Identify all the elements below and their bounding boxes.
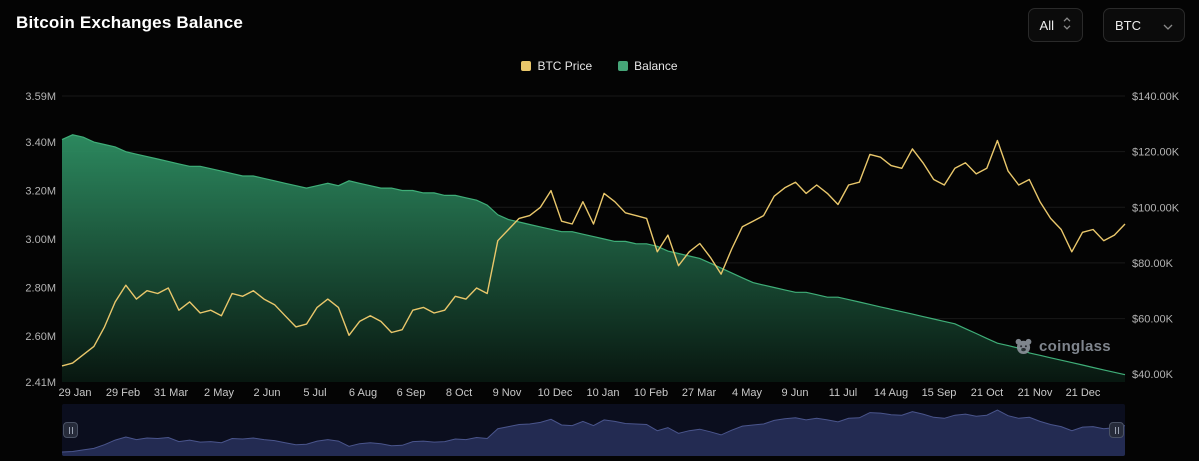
y-axis-label-left: 3.20M	[25, 186, 56, 198]
navigator-outline	[62, 409, 1125, 453]
range-select[interactable]: All	[1027, 8, 1083, 42]
coinglass-watermark-label: coinglass	[1039, 337, 1111, 355]
x-axis-label: 5 Jul	[303, 387, 326, 399]
x-axis-label: 2 May	[204, 387, 234, 399]
y-axis-label-left: 3.40M	[25, 137, 56, 149]
y-axis-label-right: $100.00K	[1132, 202, 1180, 214]
y-axis-label-left: 2.60M	[25, 331, 56, 343]
x-axis-label: 10 Feb	[634, 387, 668, 399]
page-title: Bitcoin Exchanges Balance	[16, 13, 244, 32]
range-navigator[interactable]	[62, 404, 1125, 456]
x-axis-label: 15 Sep	[922, 387, 957, 399]
y-axis-label-left: 2.41M	[25, 377, 56, 389]
chevron-down-icon	[1163, 18, 1173, 33]
x-axis-label: 27 Mar	[682, 387, 717, 399]
x-axis-label: 6 Sep	[397, 387, 426, 399]
balance-area	[62, 134, 1125, 382]
navigator-area	[62, 410, 1125, 456]
x-axis-label: 2 Jun	[254, 387, 281, 399]
x-axis-label: 6 Aug	[349, 387, 377, 399]
x-axis-label: 21 Nov	[1018, 387, 1053, 399]
y-axis-label-right: $120.00K	[1132, 147, 1180, 159]
y-axis-label-right: $140.00K	[1132, 91, 1180, 103]
chart-canvas: 3.59M 3.40M 3.20M 3.00M 2.80M 2.60M 2.41M $140.…	[25, 91, 1180, 399]
page-header: Bitcoin Exchanges Balance All BTC	[0, 0, 1199, 52]
range-select-value: All	[1039, 17, 1054, 33]
navigator-canvas	[62, 404, 1125, 456]
y-axis-label-right: $60.00K	[1132, 314, 1174, 326]
x-axis-label: 31 Mar	[154, 387, 189, 399]
balance-line	[61, 134, 1126, 376]
legend-item-balance[interactable]: Balance	[618, 59, 678, 73]
coinglass-bear-icon	[1015, 338, 1032, 354]
x-axis-label: 21 Dec	[1066, 387, 1101, 399]
x-axis-label: 10 Jan	[586, 387, 619, 399]
y-axis-label-right: $40.00K	[1132, 369, 1174, 381]
asset-select-value: BTC	[1115, 17, 1141, 33]
x-axis-label: 9 Jun	[782, 387, 809, 399]
x-axis-label: 9 Nov	[493, 387, 522, 399]
asset-select[interactable]: BTC	[1103, 8, 1185, 42]
btc-price-swatch	[521, 61, 532, 71]
header-controls: All BTC	[1027, 8, 1185, 42]
x-axis-label: 10 Dec	[538, 387, 573, 399]
x-axis-label: 4 May	[732, 387, 762, 399]
navigator-left-handle[interactable]	[63, 422, 78, 438]
x-axis-label: 21 Oct	[971, 387, 1003, 399]
y-axis-label-left: 3.59M	[25, 91, 56, 103]
legend-label-balance: Balance	[634, 59, 678, 73]
balance-swatch	[618, 61, 629, 71]
navigator-right-handle[interactable]	[1109, 422, 1124, 438]
legend-item-btc-price[interactable]: BTC Price	[521, 59, 592, 73]
y-axis-label-right: $80.00K	[1132, 258, 1174, 270]
legend: BTC Price Balance	[0, 59, 1199, 73]
y-axis-label-left: 2.80M	[25, 283, 56, 295]
x-axis-label: 29 Feb	[106, 387, 140, 399]
updown-chevron-icon	[1063, 17, 1071, 33]
legend-label-btc-price: BTC Price	[537, 59, 593, 73]
chart-plot-area[interactable]	[62, 96, 1125, 382]
x-axis-label: 8 Oct	[446, 387, 472, 399]
price-line	[61, 139, 1126, 367]
x-axis-label: 29 Jan	[58, 387, 91, 399]
coinglass-watermark: coinglass	[1014, 337, 1111, 355]
x-axis-label: 14 Aug	[874, 387, 908, 399]
x-axis-label: 11 Jul	[829, 387, 858, 399]
main-chart: 3.59M 3.40M 3.20M 3.00M 2.80M 2.60M 2.41M $140.…	[0, 76, 1199, 400]
y-axis-label-left: 3.00M	[25, 234, 56, 246]
